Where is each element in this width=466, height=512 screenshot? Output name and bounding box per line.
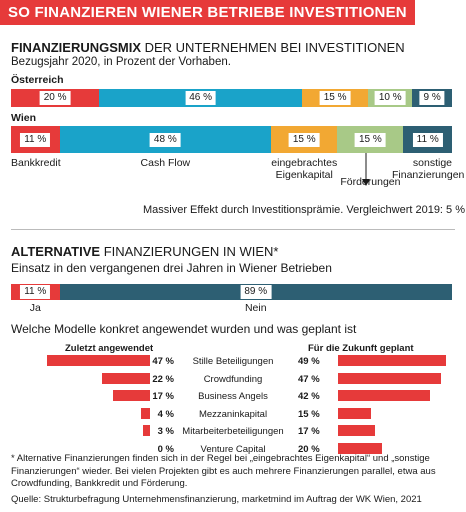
vienna-segment: 11 % — [403, 126, 452, 153]
model-label: Crowdfunding — [203, 373, 263, 385]
austria-segment: 10 % — [368, 89, 413, 107]
ja-nein-data-label: 11 % — [20, 285, 51, 299]
ja-nein-category-label: Ja — [29, 302, 41, 314]
pct-applied: 47 % — [152, 356, 174, 367]
vienna-data-label: 11 % — [20, 132, 51, 147]
mix-note: Massiver Effekt durch Investitionsprämie… — [143, 204, 466, 216]
vienna-segment: 15 % — [271, 126, 338, 153]
footnote: * Alternative Finanzierungen finden sich… — [11, 453, 436, 489]
page-title: SO FINANZIEREN WIENER BETRIEBE INVESTITI… — [8, 4, 407, 21]
bar-planned — [338, 407, 371, 419]
pointer-arrowhead — [362, 179, 370, 186]
austria-data-label: 20 % — [39, 91, 71, 105]
ja-nein-segment: 11 % — [11, 284, 60, 300]
stacked-bar-ja-nein: 11 % 89 % — [11, 284, 452, 300]
bar-planned — [338, 442, 382, 454]
austria-segment: 46 % — [99, 89, 303, 107]
ja-nein-segment: 89 % — [59, 284, 452, 300]
stacked-bar-austria: 20 % 46 % 15 % 10 % 9 % — [11, 89, 452, 107]
pct-planned: 47 % — [298, 373, 320, 385]
alt-title-rest: FINANZIERUNGEN IN WIEN* — [100, 244, 279, 259]
austria-segment: 9 % — [412, 89, 452, 107]
ja-nein-category-label: Nein — [244, 302, 267, 314]
page-title-band: SO FINANZIEREN WIENER BETRIEBE INVESTITI… — [0, 0, 415, 25]
austria-data-label: 15 % — [319, 91, 351, 105]
pct-applied: 3 % — [157, 426, 174, 437]
bar-applied — [101, 372, 150, 384]
mix-subtitle: Bezugsjahr 2020, in Prozent der Vorhaben… — [11, 56, 231, 68]
models-question: Welche Modelle konkret angewendet wurden… — [11, 322, 357, 336]
pct-planned: 20 % — [298, 443, 320, 455]
category-label: Bankkredit — [11, 157, 61, 169]
vienna-segment: 48 % — [59, 126, 272, 153]
section-divider — [11, 229, 455, 230]
col-head-right: Für die Zukunft geplant — [308, 343, 414, 354]
source-note: Quelle: Strukturbefragung Unternehmensfi… — [11, 494, 422, 505]
category-label: sonstige Finanzierungen — [392, 157, 465, 181]
vienna-segment: 11 % — [11, 126, 60, 153]
pct-planned: 42 % — [298, 391, 320, 402]
vienna-segment: 15 % — [337, 126, 404, 153]
ja-nein-data-label: 89 % — [240, 285, 272, 299]
mix-title: FINANZIERUNGSMIX DER UNTERNEHMEN BEI INV… — [11, 40, 405, 55]
pct-planned: 15 % — [298, 408, 320, 420]
pct-planned: 17 % — [298, 426, 320, 437]
stacked-bar-vienna: 11 % 48 % 15 % 15 % 11 % — [11, 126, 452, 153]
mix-title-rest: DER UNTERNEHMEN BEI INVESTITIONEN — [141, 40, 405, 55]
bar-planned — [338, 425, 376, 436]
austria-data-label: 46 % — [185, 91, 217, 105]
model-label: Business Angels — [198, 391, 268, 402]
vienna-data-label: 15 % — [354, 132, 386, 147]
pct-applied: 0 % — [157, 443, 174, 455]
mix-title-bold: FINANZIERUNGSMIX — [11, 40, 141, 55]
bar-applied — [46, 355, 150, 366]
country-label-vienna: Wien — [11, 112, 36, 124]
foerderungen-pointer — [362, 153, 370, 186]
country-label-austria: Österreich — [11, 74, 64, 86]
model-label: Venture Capital — [200, 443, 266, 455]
vienna-data-label: 48 % — [149, 132, 181, 147]
alt-subtitle: Einsatz in den vergangenen drei Jahren i… — [11, 261, 332, 275]
bar-planned — [338, 390, 431, 401]
bar-applied — [143, 425, 150, 436]
category-label: eingebrachtes Eigenkapital — [271, 157, 338, 181]
austria-data-label: 10 % — [374, 91, 406, 105]
vienna-data-label: 15 % — [288, 132, 320, 147]
austria-segment: 15 % — [302, 89, 369, 107]
bar-planned — [338, 355, 446, 366]
pct-applied: 22 % — [152, 373, 174, 385]
category-label: Förderungen — [340, 176, 401, 188]
pct-planned: 49 % — [298, 356, 320, 367]
model-label: Stille Beteiligungen — [192, 356, 274, 367]
col-head-left: Zuletzt angewendet — [65, 343, 154, 354]
model-label: Mitarbeiterbeteiligungen — [182, 426, 284, 437]
bar-applied — [141, 407, 150, 419]
vienna-data-label: 11 % — [412, 132, 443, 147]
alt-title: ALTERNATIVE FINANZIERUNGEN IN WIEN* — [11, 244, 278, 259]
pct-applied: 17 % — [152, 391, 174, 402]
austria-data-label: 9 % — [419, 91, 445, 105]
bar-applied — [112, 390, 150, 401]
alt-title-bold: ALTERNATIVE — [11, 244, 101, 259]
pct-applied: 4 % — [157, 408, 174, 420]
bar-planned — [338, 372, 442, 384]
model-label: Mezzaninkapital — [198, 408, 268, 420]
austria-segment: 20 % — [11, 89, 100, 107]
category-label: Cash Flow — [140, 157, 191, 169]
